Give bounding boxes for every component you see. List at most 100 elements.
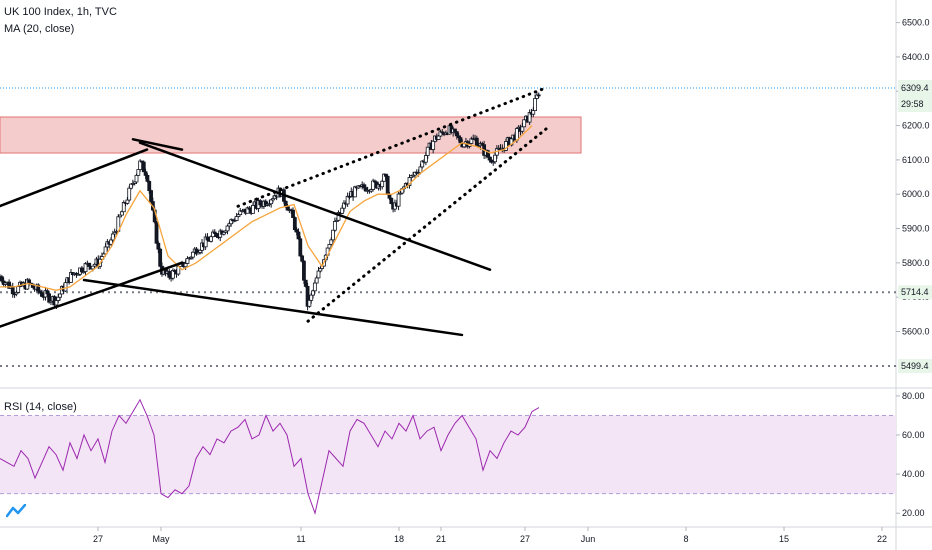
- candle-body[interactable]: [87, 262, 92, 267]
- candle-body[interactable]: [225, 225, 230, 232]
- candle-body[interactable]: [141, 161, 146, 173]
- x-tick-label[interactable]: 21: [436, 534, 446, 544]
- candle-body[interactable]: [454, 131, 459, 137]
- candle-body[interactable]: [27, 279, 32, 284]
- x-tick-label[interactable]: 27: [520, 534, 530, 544]
- candle-body[interactable]: [520, 126, 525, 132]
- candle-body[interactable]: [362, 184, 366, 189]
- candle-body[interactable]: [340, 207, 345, 214]
- x-tick-label[interactable]: May: [152, 534, 170, 544]
- x-tick-label[interactable]: 11: [296, 534, 305, 544]
- candle-body[interactable]: [283, 200, 288, 207]
- rsi-tick-label[interactable]: 40.00: [902, 469, 925, 479]
- candle-body[interactable]: [16, 286, 21, 293]
- candle-body[interactable]: [425, 146, 430, 156]
- candle-body[interactable]: [158, 248, 163, 267]
- x-tick-label[interactable]: 22: [877, 534, 887, 544]
- candle-body[interactable]: [251, 204, 255, 214]
- candle-body[interactable]: [156, 242, 161, 250]
- candle-body[interactable]: [533, 98, 537, 111]
- y-tick-label[interactable]: 5600.0: [902, 327, 930, 337]
- candle-body[interactable]: [474, 137, 479, 146]
- level-label[interactable]: 5714.4: [901, 287, 929, 297]
- candle-body[interactable]: [90, 265, 95, 270]
- candle-body[interactable]: [191, 251, 195, 258]
- candle-body[interactable]: [110, 233, 115, 241]
- candle-body[interactable]: [458, 137, 463, 144]
- candle-body[interactable]: [531, 110, 536, 115]
- candle-body[interactable]: [10, 286, 15, 295]
- rsi-tick-label[interactable]: 20.00: [902, 508, 925, 518]
- candle-body[interactable]: [291, 209, 295, 218]
- candle-body[interactable]: [125, 199, 130, 204]
- candle-body[interactable]: [296, 231, 301, 240]
- candle-body[interactable]: [292, 217, 297, 231]
- x-tick-label[interactable]: 27: [93, 534, 103, 544]
- candle-body[interactable]: [149, 190, 153, 202]
- trendline[interactable]: [0, 148, 149, 212]
- candle-body[interactable]: [332, 221, 337, 231]
- candle-body[interactable]: [331, 229, 335, 241]
- candle-body[interactable]: [431, 140, 436, 150]
- candle-body[interactable]: [436, 135, 441, 140]
- x-tick-label[interactable]: Jun: [581, 534, 596, 544]
- trendline[interactable]: [131, 138, 184, 151]
- rsi-line[interactable]: [0, 398, 540, 515]
- y-tick-label[interactable]: 5800.0: [902, 258, 930, 268]
- x-tick-label[interactable]: 18: [394, 534, 404, 544]
- candle-body[interactable]: [396, 193, 401, 207]
- candle-body[interactable]: [234, 216, 239, 221]
- candle-body[interactable]: [389, 197, 394, 205]
- candle-body[interactable]: [56, 296, 61, 301]
- rsi-legend[interactable]: RSI (14, close): [4, 401, 77, 413]
- candle-body[interactable]: [387, 194, 392, 199]
- y-tick-label[interactable]: 6000.0: [902, 189, 930, 199]
- candle-body[interactable]: [143, 171, 148, 176]
- candle-body[interactable]: [522, 119, 527, 128]
- candle-body[interactable]: [380, 180, 385, 188]
- candle-body[interactable]: [109, 239, 113, 245]
- rsi-tick-label[interactable]: 80.00: [902, 391, 925, 401]
- candle-body[interactable]: [385, 175, 390, 195]
- candle-body[interactable]: [154, 221, 159, 244]
- candle-body[interactable]: [145, 175, 150, 182]
- candle-body[interactable]: [309, 294, 314, 301]
- tradingview-logo-icon[interactable]: [6, 504, 26, 518]
- candle-body[interactable]: [120, 211, 124, 216]
- candle-body[interactable]: [312, 282, 317, 292]
- candle-body[interactable]: [314, 277, 319, 284]
- candle-body[interactable]: [209, 236, 214, 242]
- ma-line[interactable]: [0, 125, 533, 291]
- candle-body[interactable]: [536, 94, 541, 97]
- candle-body[interactable]: [327, 243, 332, 249]
- y-tick-label[interactable]: 6100.0: [902, 155, 930, 165]
- candle-body[interactable]: [39, 292, 44, 297]
- candle-body[interactable]: [298, 238, 303, 257]
- candle-body[interactable]: [316, 270, 321, 279]
- candle-body[interactable]: [462, 143, 467, 148]
- x-tick-label[interactable]: 15: [779, 534, 789, 544]
- candle-body[interactable]: [423, 155, 428, 163]
- candle-body[interactable]: [0, 276, 4, 282]
- candle-body[interactable]: [54, 300, 59, 306]
- countdown-label[interactable]: 29:58: [901, 99, 924, 109]
- candle-body[interactable]: [302, 260, 306, 281]
- level-label-bg[interactable]: [898, 285, 932, 300]
- candle-body[interactable]: [205, 236, 210, 241]
- current-price-label[interactable]: 6309.4: [901, 83, 929, 93]
- y-tick-label[interactable]: 6200.0: [902, 121, 930, 131]
- trendline[interactable]: [82, 278, 464, 337]
- y-tick-label[interactable]: 5900.0: [902, 224, 930, 234]
- candle-body[interactable]: [127, 187, 132, 201]
- candle-body[interactable]: [58, 293, 62, 298]
- trendline[interactable]: [138, 141, 492, 271]
- candle-body[interactable]: [83, 263, 88, 272]
- candle-body[interactable]: [514, 128, 519, 141]
- candle-body[interactable]: [214, 233, 219, 238]
- candle-body[interactable]: [303, 279, 308, 287]
- level-label[interactable]: 5499.4: [901, 361, 929, 371]
- ma-legend[interactable]: MA (20, close): [4, 23, 75, 35]
- resistance-zone-rect[interactable]: [0, 116, 582, 154]
